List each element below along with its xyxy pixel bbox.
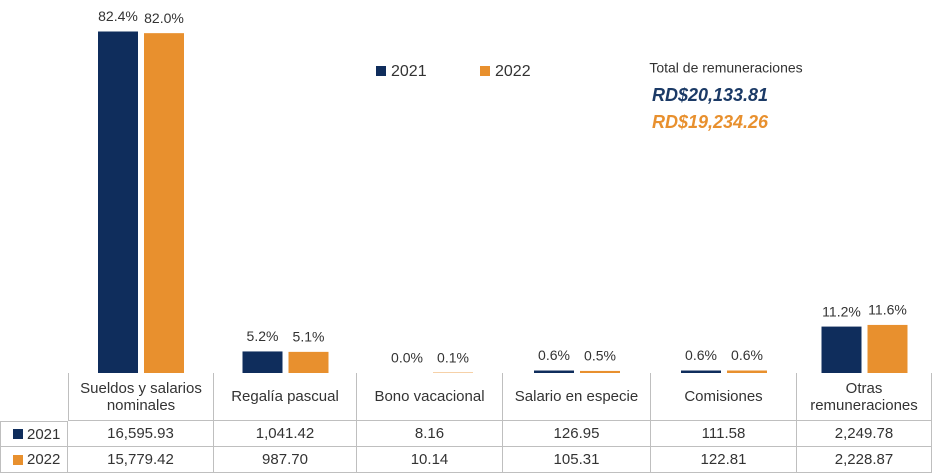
- bar: [580, 370, 620, 373]
- row-swatch: [13, 429, 23, 439]
- value-label: 11.6%: [868, 302, 907, 318]
- row-name: 2022: [27, 451, 61, 468]
- table-header: Salario en especie: [503, 373, 651, 421]
- legend-swatch: [376, 66, 386, 76]
- table-cell: 2,228.87: [797, 447, 932, 473]
- value-label: 0.0%: [391, 350, 423, 366]
- legend-swatch: [480, 66, 490, 76]
- table-cell: 2,249.78: [797, 421, 932, 447]
- table-cell: 987.70: [214, 447, 357, 473]
- table-header: Bono vacacional: [357, 373, 503, 421]
- legend-label: 2022: [495, 63, 531, 80]
- bar: [242, 351, 283, 373]
- bar: [867, 324, 908, 373]
- table-header: Otras remuneraciones: [797, 373, 932, 421]
- table-cell: 126.95: [503, 421, 651, 447]
- value-label: 0.1%: [437, 349, 469, 365]
- table-cell: 10.14: [357, 447, 503, 473]
- bar: [534, 370, 574, 373]
- table-cell: 122.81: [651, 447, 797, 473]
- table-header: Regalía pascual: [214, 373, 357, 421]
- value-label: 82.4%: [98, 8, 138, 24]
- table-header: Comisiones: [651, 373, 797, 421]
- table-cell: 1,041.42: [214, 421, 357, 447]
- row-name: 2021: [27, 425, 61, 443]
- value-label: 5.2%: [247, 328, 279, 344]
- table-cell: 8.16: [357, 421, 503, 447]
- annotation-heading: Total de remuneraciones: [649, 60, 802, 76]
- total-2021: RD$20,133.81: [652, 85, 768, 105]
- legend-label: 2021: [391, 63, 427, 80]
- bar: [727, 370, 767, 373]
- table-cell: 111.58: [651, 421, 797, 447]
- table-header: Sueldos y salarios nominales: [68, 373, 214, 421]
- value-label: 5.1%: [293, 329, 325, 345]
- table-row-label: 2021: [0, 421, 68, 447]
- chart: Total de remuneraciones RD$20,133.81 RD$…: [98, 8, 908, 373]
- value-label: 0.5%: [584, 348, 616, 364]
- table-row-label: 2022: [0, 447, 68, 473]
- value-label: 11.2%: [822, 303, 861, 319]
- bar: [821, 326, 862, 373]
- value-label: 0.6%: [731, 347, 763, 363]
- value-label: 82.0%: [144, 10, 184, 26]
- bar: [144, 33, 184, 373]
- bar: [288, 351, 329, 373]
- value-label: 0.6%: [538, 347, 570, 363]
- table-cell: 16,595.93: [68, 421, 214, 447]
- row-swatch: [13, 454, 23, 465]
- bar: [681, 370, 721, 373]
- total-2022: RD$19,234.26: [652, 112, 769, 132]
- value-label: 0.6%: [685, 347, 717, 363]
- table-cell: 105.31: [503, 447, 651, 473]
- bar: [98, 31, 138, 373]
- table-cell: 15,779.42: [68, 447, 214, 473]
